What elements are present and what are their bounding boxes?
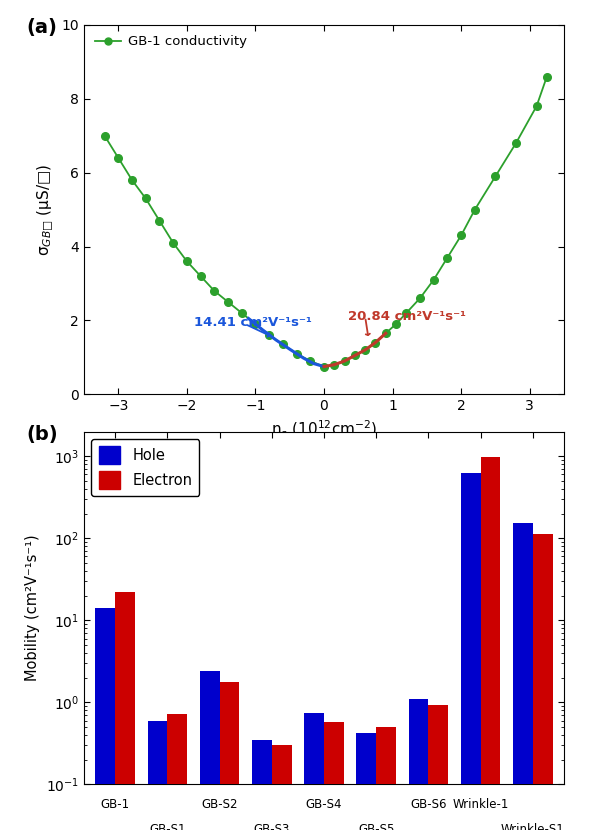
Legend: Hole, Electron: Hole, Electron xyxy=(91,439,199,496)
Bar xyxy=(376,727,396,830)
Text: GB-S5: GB-S5 xyxy=(358,823,394,830)
Text: GB-1: GB-1 xyxy=(101,798,130,812)
Bar xyxy=(252,740,272,830)
Bar xyxy=(513,523,533,830)
Text: GB-S2: GB-S2 xyxy=(202,798,238,812)
Bar xyxy=(409,699,428,830)
Text: 14.41 cm²V⁻¹s⁻¹: 14.41 cm²V⁻¹s⁻¹ xyxy=(194,315,311,329)
X-axis label: n$_s$ (10$^{12}$cm$^{-2}$): n$_s$ (10$^{12}$cm$^{-2}$) xyxy=(271,418,377,440)
Bar xyxy=(148,720,167,830)
Bar xyxy=(481,457,500,830)
Text: 20.84 cm²V⁻¹s⁻¹: 20.84 cm²V⁻¹s⁻¹ xyxy=(348,310,466,323)
Bar xyxy=(428,706,448,830)
Bar xyxy=(95,608,115,830)
Text: GB-S6: GB-S6 xyxy=(410,798,446,812)
Y-axis label: σ$_{GB□}$ (μS/□): σ$_{GB□}$ (μS/□) xyxy=(35,164,56,256)
Bar xyxy=(461,473,481,830)
Text: (b): (b) xyxy=(26,425,58,443)
Bar xyxy=(115,593,135,830)
Text: GB-S4: GB-S4 xyxy=(306,798,342,812)
Bar xyxy=(272,745,292,830)
Text: GB-S1: GB-S1 xyxy=(149,823,186,830)
Bar xyxy=(324,722,344,830)
Bar xyxy=(533,535,553,830)
Text: Wrinkle-S1: Wrinkle-S1 xyxy=(501,823,565,830)
Y-axis label: Mobility (cm²V⁻¹s⁻¹): Mobility (cm²V⁻¹s⁻¹) xyxy=(25,535,40,681)
Text: GB-S3: GB-S3 xyxy=(254,823,290,830)
Bar xyxy=(356,733,376,830)
Text: Wrinkle-1: Wrinkle-1 xyxy=(452,798,509,812)
Bar xyxy=(167,714,187,830)
Bar xyxy=(200,671,220,830)
Bar xyxy=(304,713,324,830)
Bar xyxy=(220,682,239,830)
Legend: GB-1 conductivity: GB-1 conductivity xyxy=(91,32,251,52)
Text: (a): (a) xyxy=(26,17,57,37)
